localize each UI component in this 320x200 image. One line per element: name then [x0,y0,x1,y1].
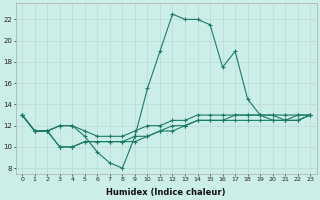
X-axis label: Humidex (Indice chaleur): Humidex (Indice chaleur) [107,188,226,197]
